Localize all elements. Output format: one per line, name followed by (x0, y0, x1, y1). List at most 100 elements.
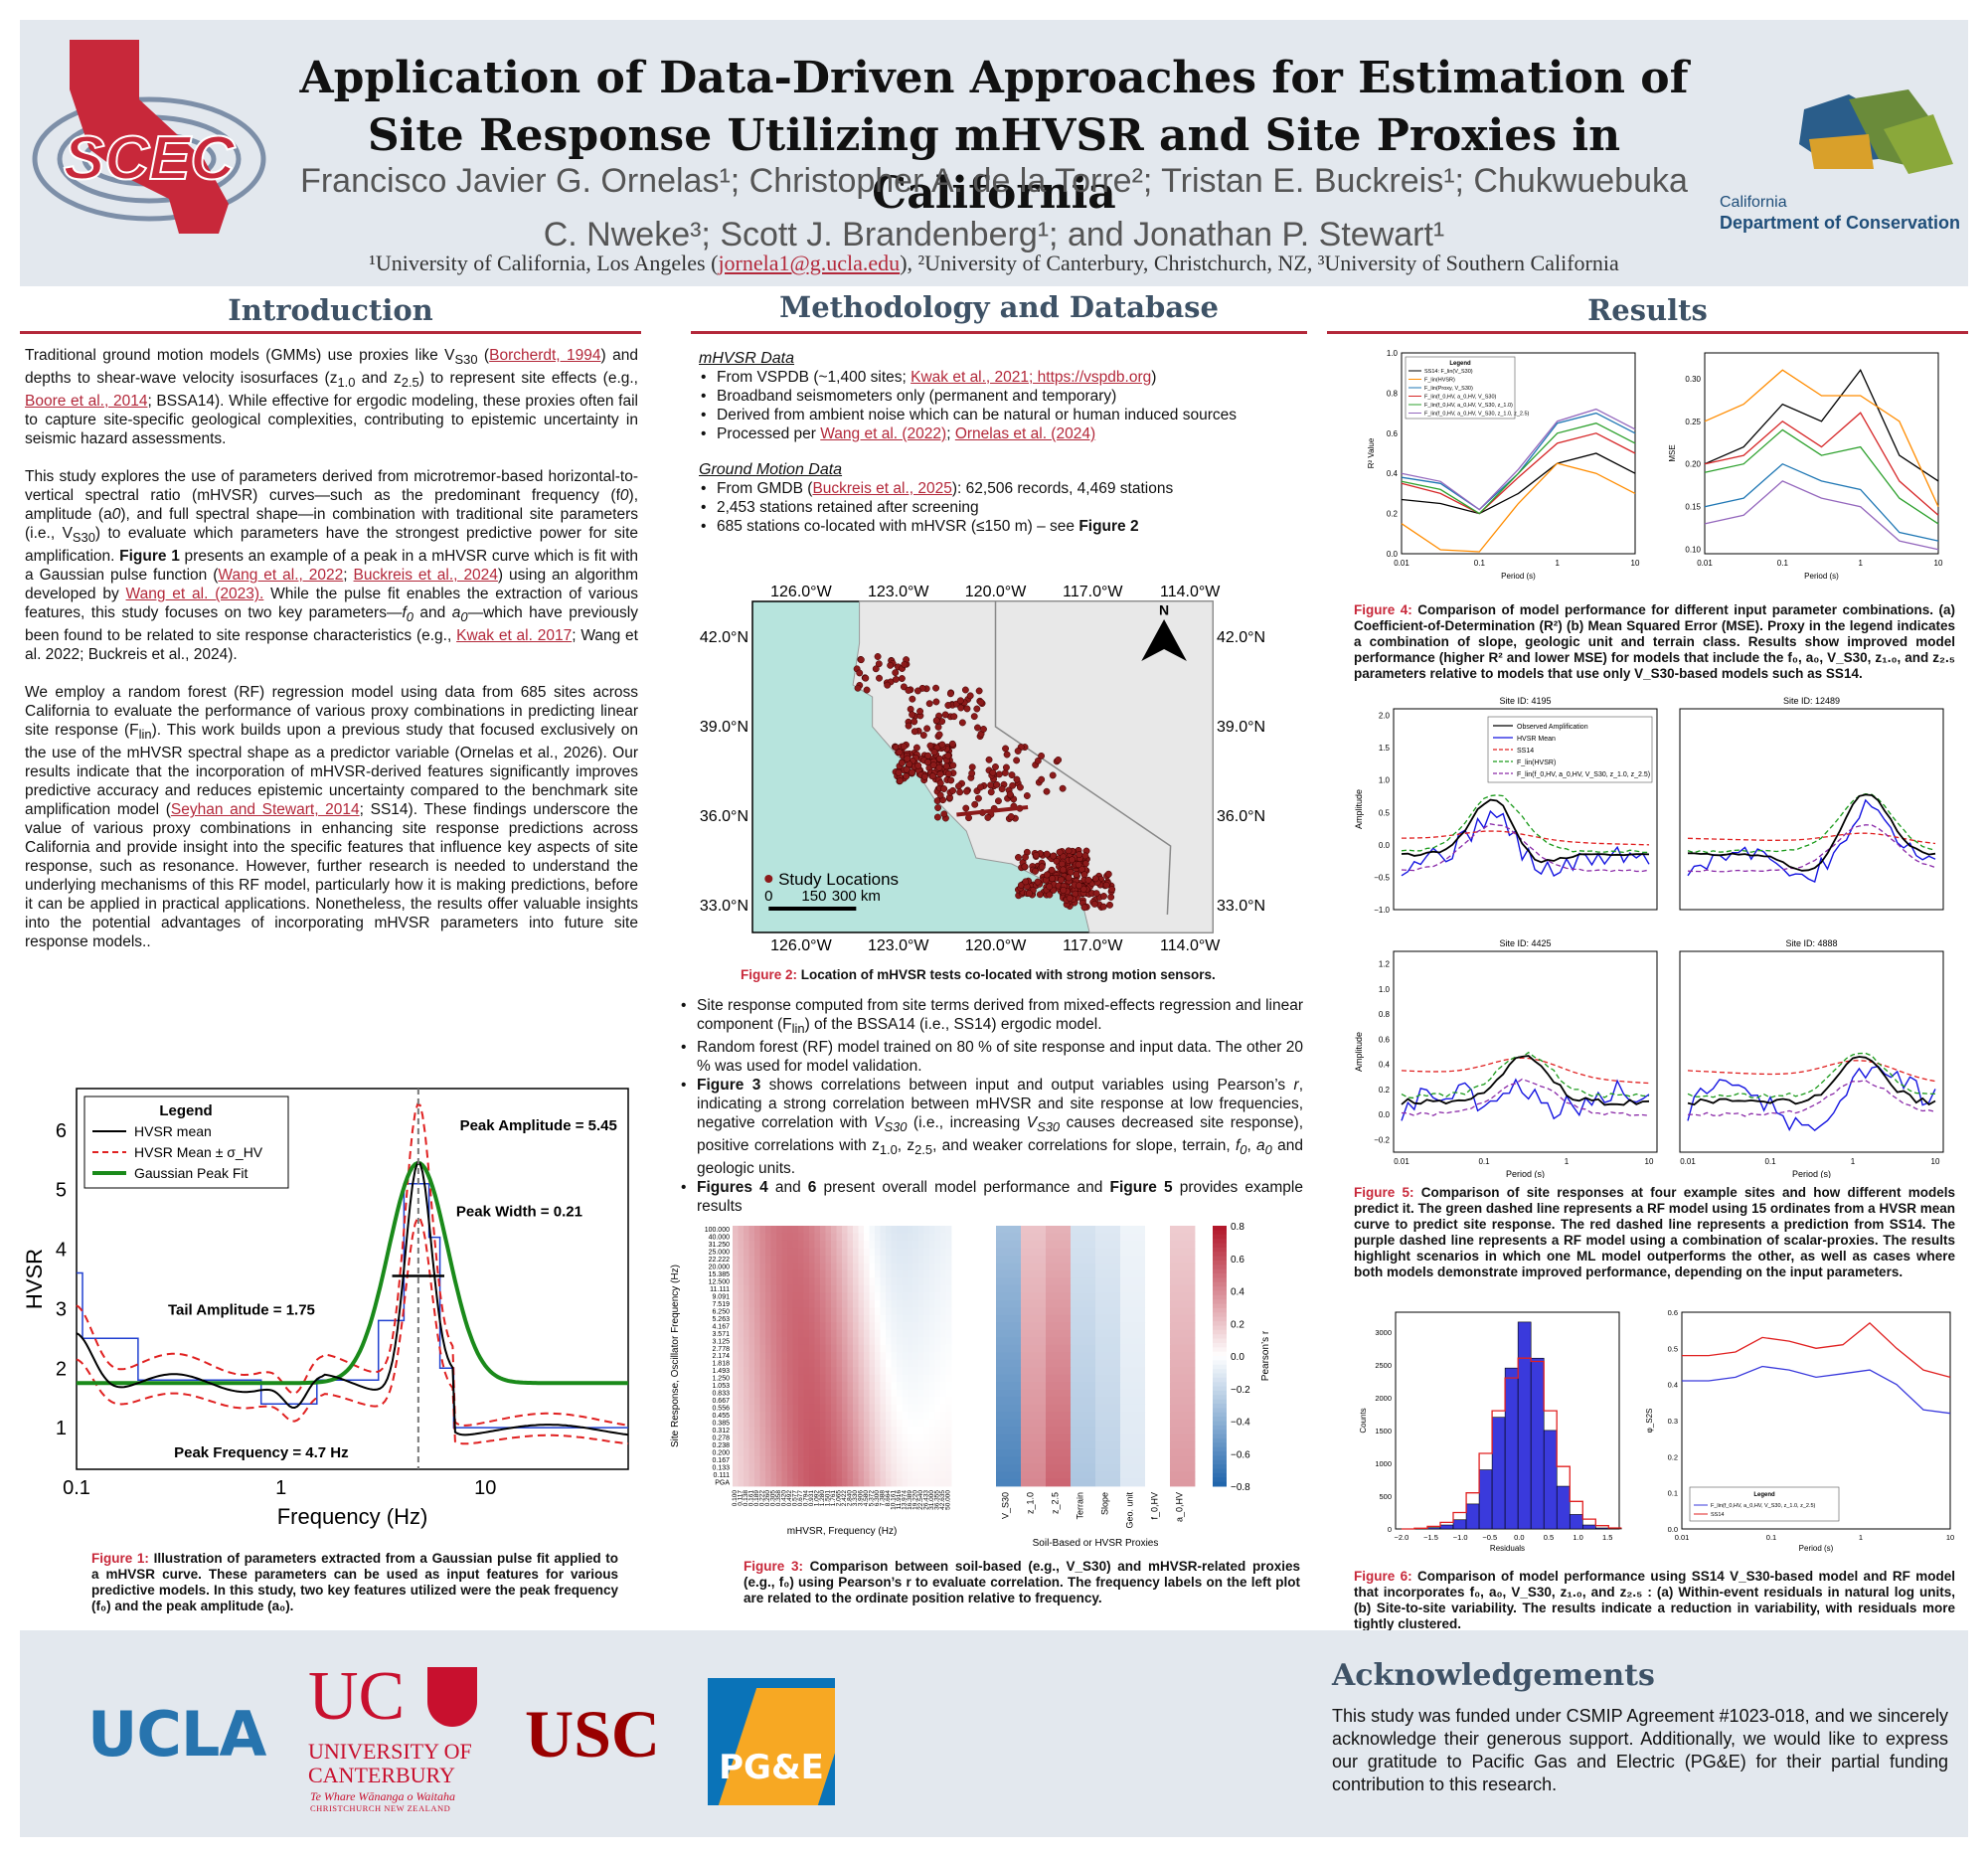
heatmap-cell (897, 1284, 903, 1293)
ref-link[interactable]: Kwak et al. 2017 (456, 627, 573, 645)
heatmap-cell (864, 1419, 870, 1428)
heatmap-cell (891, 1233, 898, 1242)
heatmap-cell (934, 1240, 941, 1249)
heatmap-cell (1046, 1352, 1072, 1361)
heatmap-cell (858, 1448, 865, 1457)
heatmap-cell (825, 1284, 832, 1293)
ref-link[interactable]: Seyhan and Stewart, 2014 (170, 801, 360, 819)
heatmap-cell (897, 1248, 903, 1257)
site-plot-frame (1393, 950, 1658, 1153)
heatmap-cell (996, 1367, 1022, 1376)
heatmap-cell (798, 1248, 804, 1257)
heatmap-cell (831, 1299, 837, 1308)
heatmap-cell (803, 1471, 810, 1479)
rf-phi-line (1682, 1365, 1951, 1415)
heatmap-cell (842, 1269, 848, 1278)
heatmap-cell (733, 1322, 739, 1331)
study-location-point (956, 788, 964, 796)
heatmap-cell (1071, 1299, 1096, 1308)
heatmap-cell (875, 1337, 881, 1346)
heatmap-cell (814, 1397, 821, 1406)
heatmap-cell (858, 1233, 865, 1242)
heatmap-cell (847, 1404, 854, 1413)
heatmap-cell (847, 1322, 854, 1331)
heatmap-cell (798, 1292, 804, 1301)
heatmap-cell (853, 1255, 859, 1264)
heatmap-cell (918, 1434, 924, 1442)
heatmap-cell (748, 1329, 755, 1338)
heatmap-cell (853, 1427, 859, 1434)
colorbar-cell (1213, 1377, 1227, 1383)
study-location-point (946, 690, 954, 698)
heatmap-cell (792, 1233, 799, 1242)
heatmap-cell (891, 1374, 898, 1383)
study-location-point (862, 674, 870, 682)
colorbar-cell (1213, 1421, 1227, 1427)
heatmap-cell (853, 1397, 859, 1406)
heatmap-cell (858, 1441, 865, 1449)
heatmap-cell (733, 1344, 739, 1353)
study-location-point (935, 755, 943, 762)
ss14-line (1401, 1057, 1650, 1085)
heatmap-cell (831, 1263, 837, 1271)
study-location-point (1076, 851, 1083, 859)
study-location-point (1080, 904, 1088, 912)
heatmap-cell (759, 1441, 766, 1449)
heatmap-cell (814, 1434, 821, 1442)
heatmap-cell (831, 1307, 837, 1316)
heatmap-cell (1145, 1269, 1171, 1278)
email-link[interactable]: jornela1@g.ucla.edu (718, 251, 901, 275)
heatmap-cell (853, 1240, 859, 1249)
ref-link[interactable]: Buckreis et al., 2024 (353, 567, 498, 585)
study-location-point (1058, 860, 1066, 868)
figure-2-caption: Figure 2: Location of mHVSR tests co-loc… (741, 967, 1216, 982)
heatmap-cell (1145, 1382, 1171, 1391)
heatmap-cell (831, 1255, 837, 1264)
ref-link[interactable]: Wang et al. (2022) (820, 425, 947, 442)
heatmap-cell (738, 1284, 745, 1293)
study-location-point (1106, 901, 1113, 909)
heatmap-cell (831, 1419, 837, 1428)
study-location-point (903, 765, 911, 773)
study-location-point (1066, 895, 1074, 902)
heatmap-cell (869, 1352, 876, 1361)
heatmap-cell (945, 1389, 952, 1398)
heatmap-cell (880, 1255, 887, 1264)
heatmap-cell (1170, 1344, 1196, 1353)
heatmap-cell (929, 1277, 935, 1286)
heatmap-cell (918, 1329, 924, 1338)
ref-link[interactable]: Kwak et al., 2021; https://vspdb.org (911, 369, 1152, 386)
heatmap-cell (902, 1471, 909, 1479)
heatmap-cell (781, 1478, 788, 1487)
heatmap-cell (781, 1248, 788, 1257)
heatmap-cell (809, 1352, 815, 1361)
y-tick-label: 0.4 (1668, 1381, 1678, 1390)
ref-link[interactable]: Wang et al. (2023). (125, 586, 264, 603)
legend-box (1405, 356, 1516, 420)
heatmap-cell (748, 1367, 755, 1376)
heatmap-cell (770, 1441, 777, 1449)
heatmap-cell (836, 1478, 843, 1487)
heatmap-cell (842, 1263, 848, 1271)
ref-link[interactable]: Boore et al., 2014 (25, 393, 148, 411)
ref-link[interactable]: Buckreis et al., 2025 (812, 480, 952, 497)
heatmap-cell (912, 1456, 919, 1464)
figure-3-correlation-heatmap: 100.00040.00031.25025.00022.22220.00015.… (670, 1222, 1271, 1549)
heatmap-cell (858, 1263, 865, 1271)
y-tick-label: 0.385 (712, 1421, 730, 1428)
ref-link[interactable]: Borcherdt, 1994 (489, 347, 601, 364)
heatmap-cell (814, 1307, 821, 1316)
heatmap-cell (858, 1255, 865, 1264)
x-tick-label: −2.0 (1395, 1533, 1409, 1542)
heatmap-cell (803, 1456, 810, 1464)
ref-link[interactable]: Wang et al., 2022 (218, 567, 344, 585)
heatmap-cell (847, 1269, 854, 1278)
ref-link[interactable]: Ornelas et al. (2024) (954, 425, 1096, 442)
heatmap-cell (940, 1389, 946, 1398)
heatmap-cell (754, 1434, 760, 1442)
heatmap-cell (1071, 1352, 1096, 1361)
study-location-point (985, 756, 993, 763)
heatmap-cell (831, 1352, 837, 1361)
heatmap-cell (996, 1359, 1022, 1368)
legend-label: F_lin(Proxy, V_S30) (1424, 386, 1473, 392)
